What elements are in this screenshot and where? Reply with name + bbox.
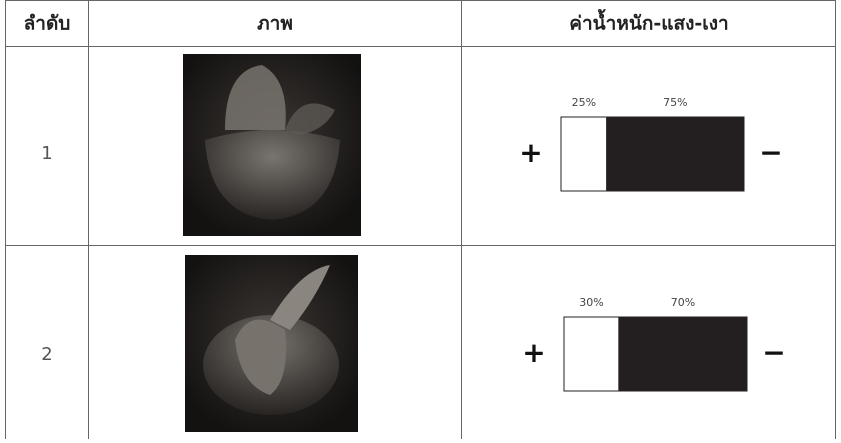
dark-segment bbox=[606, 116, 745, 192]
percent-label: 25% bbox=[572, 96, 596, 109]
plus-sign: + bbox=[519, 136, 542, 169]
minus-sign: − bbox=[759, 136, 782, 169]
dark-segment bbox=[618, 316, 748, 392]
percent-label: 30% bbox=[579, 296, 603, 309]
light-segment bbox=[560, 116, 608, 192]
image-2 bbox=[185, 255, 358, 432]
image-1 bbox=[183, 54, 361, 236]
percent-label: 75% bbox=[663, 96, 687, 109]
header-cell: ลำดับ bbox=[24, 13, 71, 35]
percent-label: 70% bbox=[671, 296, 695, 309]
plus-sign: + bbox=[522, 336, 545, 369]
header-cell: ภาพ bbox=[257, 13, 293, 35]
header-cell: ค่าน้ำหนัก-แสง-เงา bbox=[569, 9, 728, 35]
light-segment bbox=[563, 316, 620, 392]
row-number: 2 bbox=[41, 344, 52, 365]
row-number: 1 bbox=[41, 143, 52, 164]
minus-sign: − bbox=[762, 336, 785, 369]
grid bbox=[5, 0, 836, 439]
